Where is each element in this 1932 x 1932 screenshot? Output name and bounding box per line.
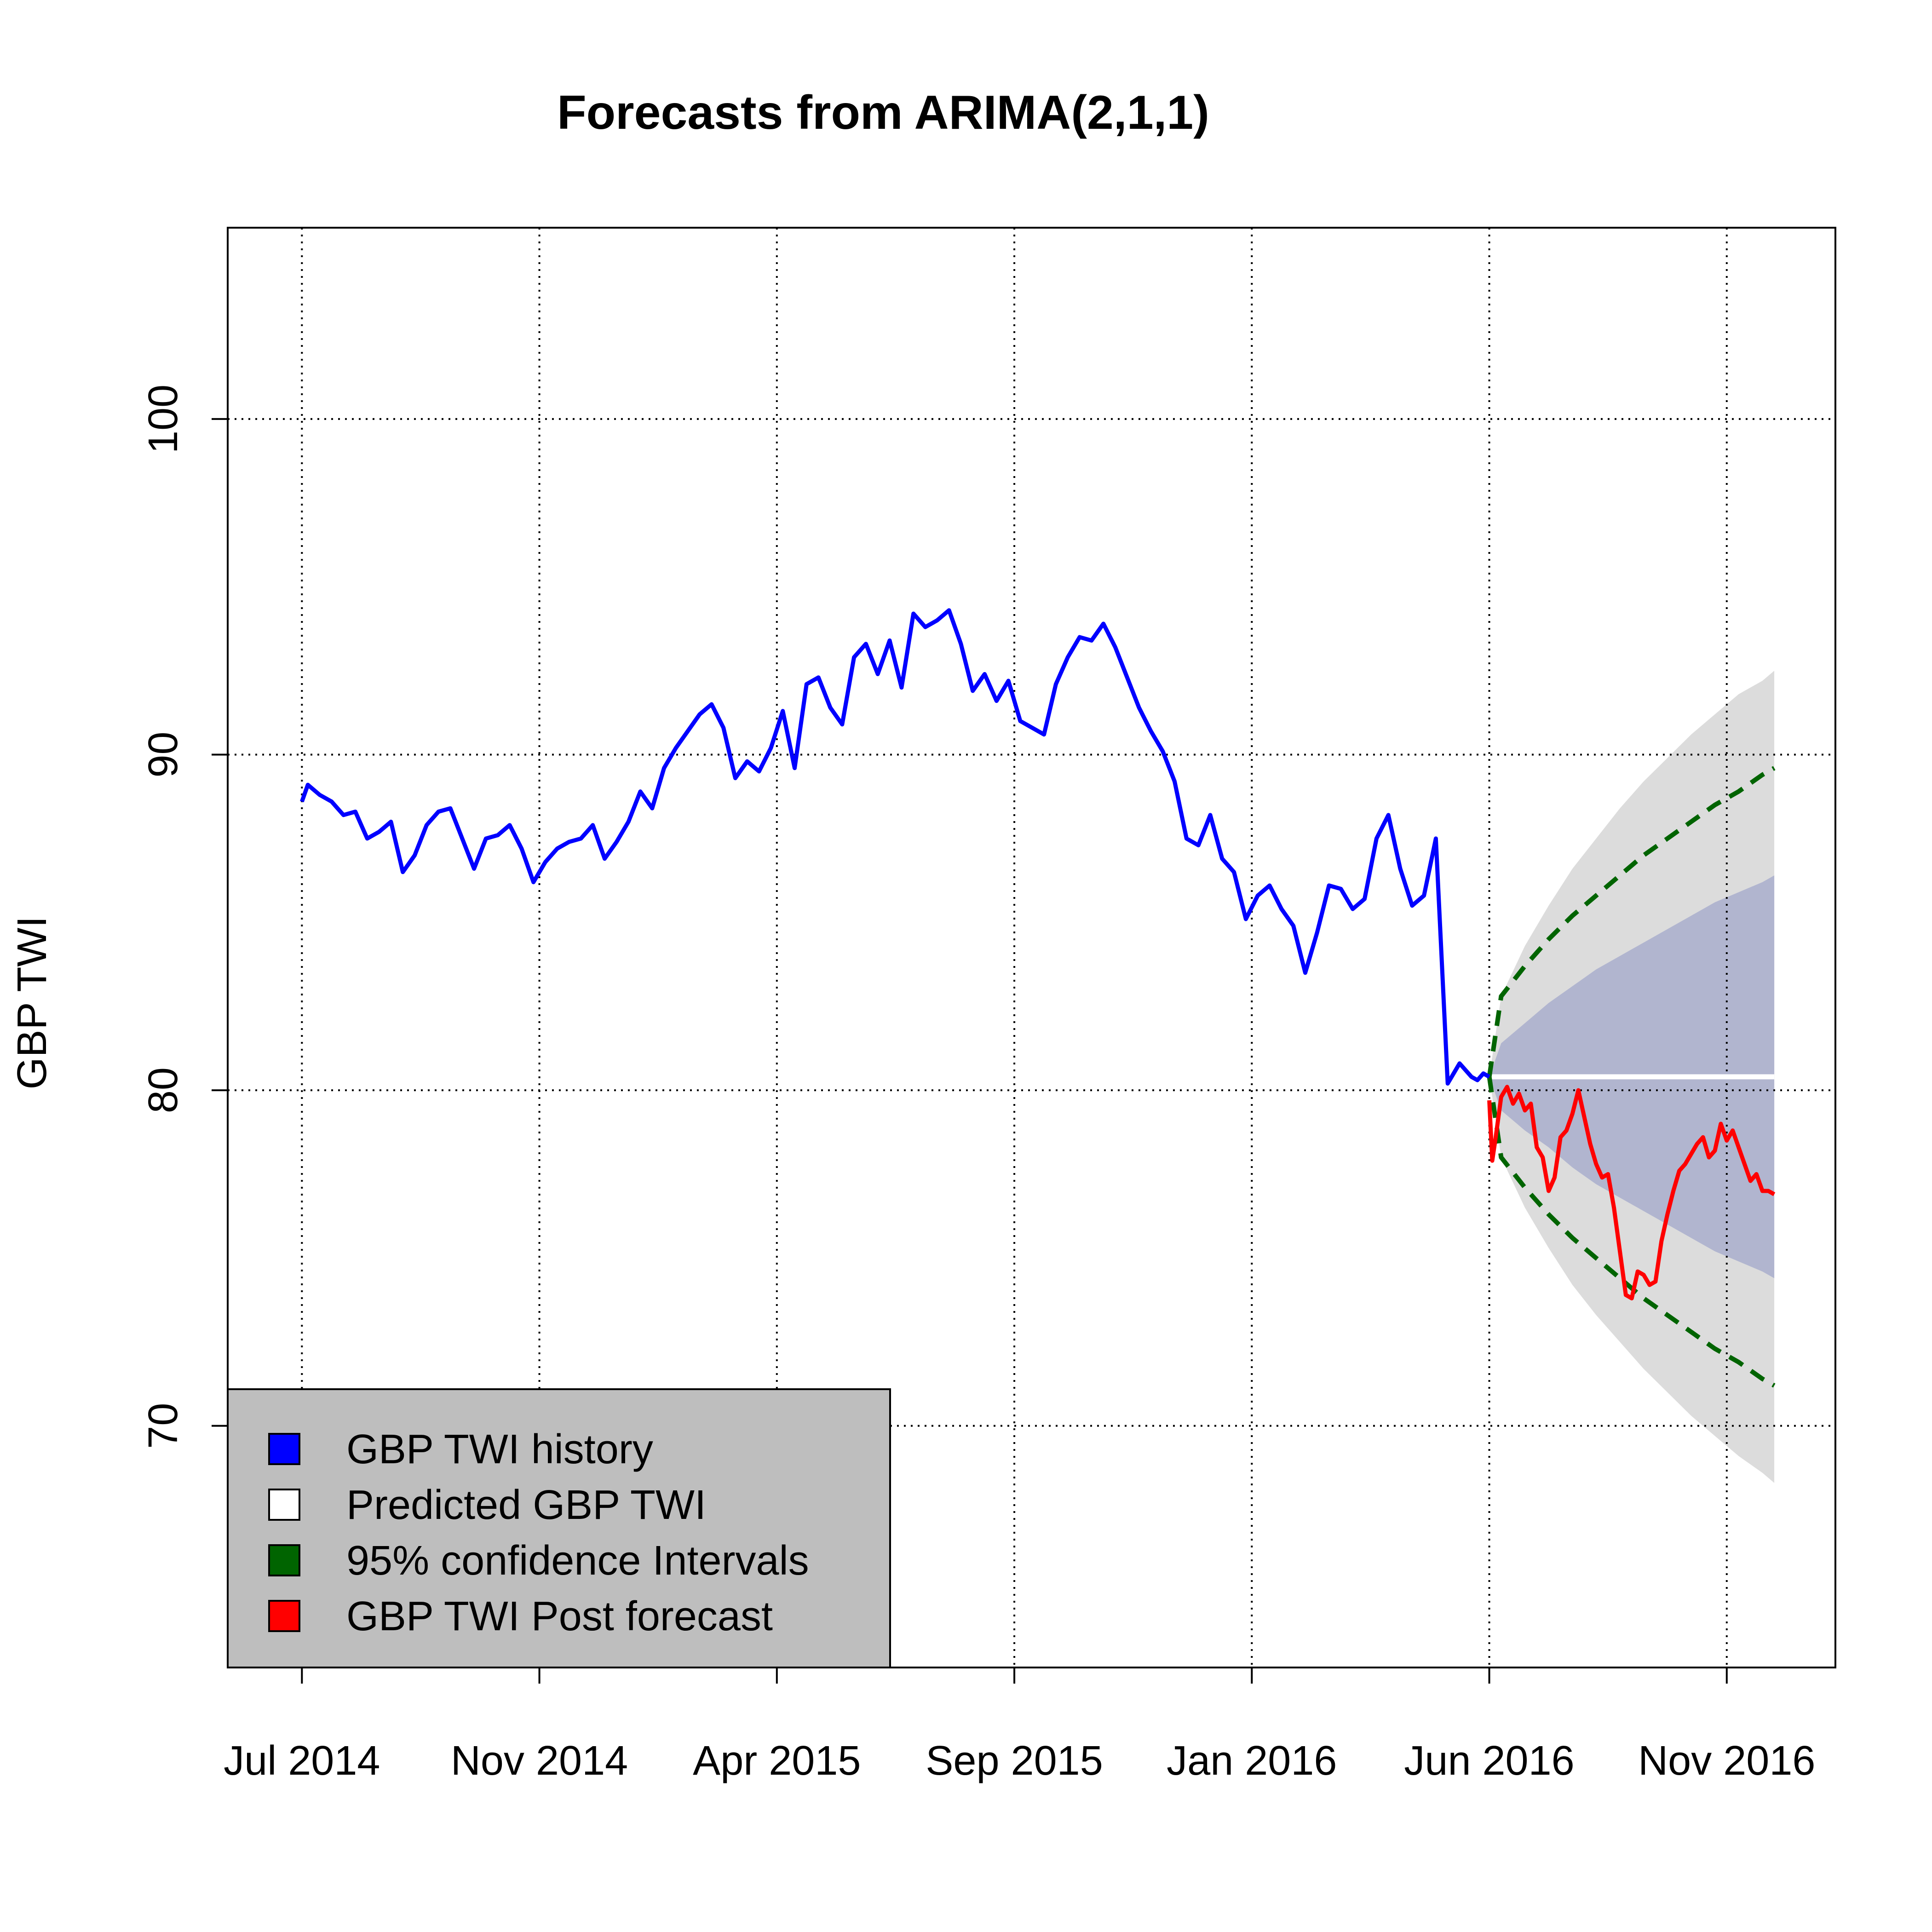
- history-line: [300, 608, 1490, 1086]
- series-lines: [300, 608, 1776, 1388]
- x-tick-label-1: Nov 2014: [451, 1738, 628, 1784]
- y-tick-label-0: 70: [140, 1403, 186, 1449]
- grid: [228, 228, 1835, 1668]
- legend-box: [227, 1388, 891, 1668]
- plot-frame: [227, 227, 1836, 1668]
- x-tick-label-0: Jul 2014: [224, 1738, 380, 1784]
- legend-swatch-1: [268, 1489, 300, 1521]
- legend: GBP TWI history Predicted GBP TWI 95% conf…: [227, 1388, 891, 1668]
- legend-label-2: 95% confidence Intervals: [346, 1538, 809, 1584]
- legend-swatch-2: [268, 1544, 300, 1576]
- y-tick-label-1: 80: [140, 1067, 186, 1113]
- legend-label-3: GBP TWI Post forecast: [346, 1593, 773, 1639]
- x-tick-label-3: Sep 2015: [926, 1738, 1103, 1784]
- legend-label-0: GBP TWI history: [346, 1426, 653, 1472]
- y-tick-label-2: 90: [140, 731, 186, 777]
- axis-ticks: Jul 2014 Nov 2014 Apr 2015 Sep 2015 Jan 2016…: [140, 385, 1815, 1784]
- x-tick-label-6: Nov 2016: [1638, 1738, 1815, 1784]
- ci-lower-line: [1487, 1076, 1776, 1388]
- legend-swatch-3: [268, 1600, 300, 1632]
- x-tick-label-4: Jan 2016: [1167, 1738, 1337, 1784]
- ci-upper-line: [1487, 766, 1776, 1077]
- x-tick-label-2: Apr 2015: [693, 1738, 861, 1784]
- chart-title: Forecasts from ARIMA(2,1,1): [557, 86, 1209, 139]
- y-axis-label: GBP TWI: [9, 916, 55, 1090]
- legend-swatch-0: [268, 1433, 300, 1465]
- y-tick-label-3: 100: [140, 385, 186, 454]
- x-tick-label-5: Jun 2016: [1404, 1738, 1574, 1784]
- post-forecast-line: [1487, 1085, 1776, 1300]
- legend-label-1: Predicted GBP TWI: [346, 1482, 706, 1528]
